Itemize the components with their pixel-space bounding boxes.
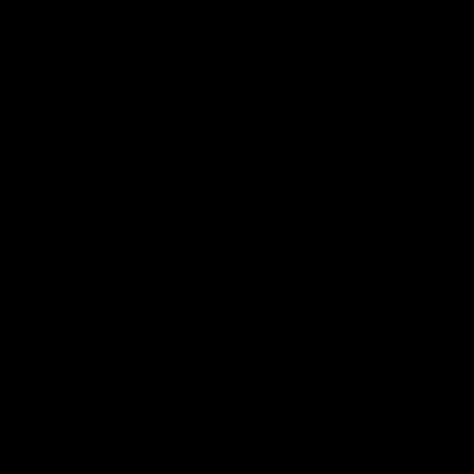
Text: 2.2±0.7: 2.2±0.7	[273, 210, 303, 219]
Text: -2.5±1.0: -2.5±1.0	[91, 146, 124, 155]
Text: -2.6±1.0: -2.6±1.0	[199, 176, 232, 185]
Text: -3.0±1.6: -3.0±1.6	[276, 146, 310, 155]
Text: -3.0±1.3: -3.0±1.3	[227, 44, 260, 53]
Text: -2.0±0.4: -2.0±0.4	[257, 257, 291, 266]
Text: 2.0±0.8: 2.0±0.8	[250, 300, 280, 309]
Text: 2.2±0.4: 2.2±0.4	[341, 157, 371, 166]
Text: -2.3±1.0: -2.3±1.0	[310, 157, 344, 166]
Text: -3.2±0.7: -3.2±0.7	[292, 295, 326, 304]
Text: -1.9±0.5: -1.9±0.5	[194, 301, 228, 310]
Text: 2.7±0.8: 2.7±0.8	[287, 100, 317, 109]
Text: 1.3±0.4: 1.3±0.4	[22, 224, 52, 233]
Text: 2.6±0.5: 2.6±0.5	[174, 100, 204, 109]
Text: -2.5±1.0: -2.5±1.0	[143, 301, 175, 310]
Text: -1.8±0.4: -1.8±0.4	[331, 124, 365, 133]
Text: 2.3±0.8: 2.3±0.8	[384, 146, 414, 155]
Text: 1.0±0.4: 1.0±0.4	[91, 257, 121, 266]
Text: -4.0±1.5: -4.0±1.5	[292, 382, 326, 391]
Text: 1.7±0.7: 1.7±0.7	[183, 344, 213, 353]
Text: 2.3±1.0: 2.3±1.0	[352, 95, 382, 104]
Text: 1.7±1.0: 1.7±1.0	[68, 56, 98, 65]
Text: -2.8±1.4: -2.8±1.4	[350, 210, 383, 219]
Text: 1.4±0.6: 1.4±0.6	[240, 383, 270, 392]
Text: -2.7±0.7: -2.7±0.7	[188, 381, 222, 390]
Text: -2.0±0.5: -2.0±0.5	[147, 148, 181, 157]
Text: -2.7±1.1: -2.7±1.1	[254, 124, 286, 133]
Text: 1.6±0.3: 1.6±0.3	[64, 118, 94, 127]
Text: 2.5±0.8: 2.5±0.8	[125, 56, 155, 65]
Text: 2.6±0.2: 2.6±0.2	[108, 118, 138, 127]
Text: 1.3±0.6: 1.3±0.6	[354, 257, 384, 266]
Text: -2.5±1.0: -2.5±1.0	[218, 110, 251, 119]
Text: 1.5±0.1: 1.5±0.1	[19, 282, 49, 291]
Text: 1.3±0.4: 1.3±0.4	[75, 338, 105, 347]
Text: 1.9±1.0: 1.9±1.0	[183, 410, 213, 419]
Text: 2.1±0.5: 2.1±0.5	[292, 236, 322, 245]
Text: 2.7±1.0: 2.7±1.0	[173, 55, 203, 64]
Text: -2.2±1.1: -2.2±1.1	[33, 382, 65, 391]
Text: -2.0±0.7: -2.0±0.7	[48, 146, 82, 155]
Text: -2.6±1.0: -2.6±1.0	[27, 83, 61, 92]
Text: -1.7±0.6: -1.7±0.6	[58, 301, 91, 310]
Text: 2.2±0.5: 2.2±0.5	[101, 299, 131, 308]
Text: -3.0±0.5: -3.0±0.5	[164, 363, 198, 372]
Text: -1.9±0.3: -1.9±0.3	[10, 301, 44, 310]
Text: -1.6±1.0: -1.6±1.0	[92, 100, 126, 109]
Text: -2.8±0.5: -2.8±0.5	[135, 100, 168, 109]
